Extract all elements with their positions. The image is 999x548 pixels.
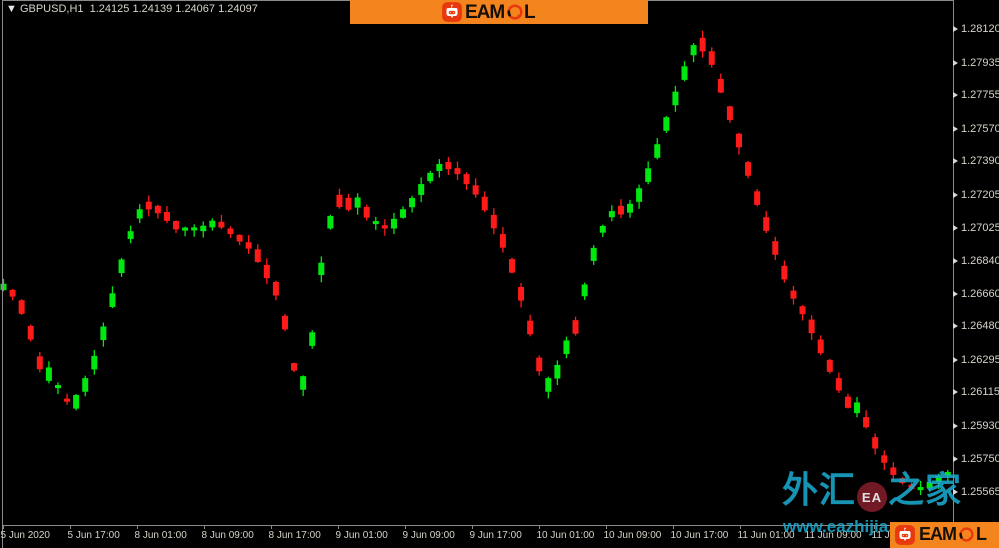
svg-text:EA: EA xyxy=(862,490,882,505)
